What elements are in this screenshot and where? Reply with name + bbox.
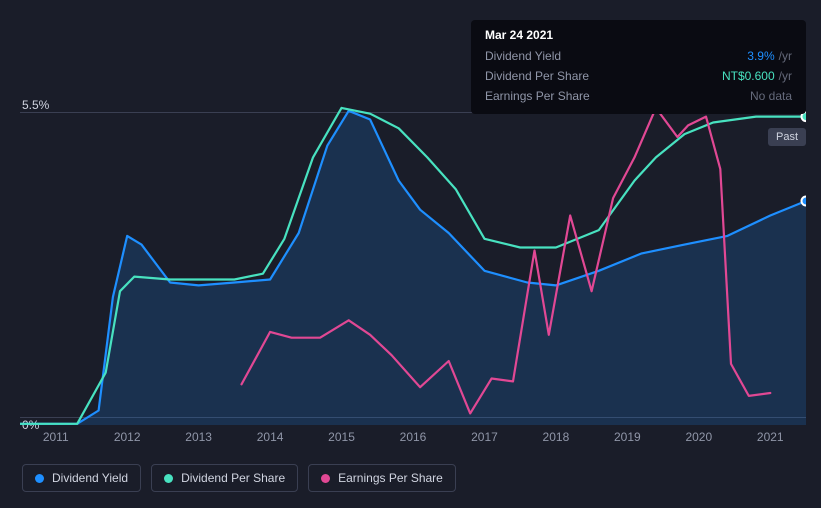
tooltip-row-label: Dividend Per Share bbox=[485, 69, 589, 83]
x-axis-label: 2019 bbox=[614, 430, 641, 444]
legend-item-dividend_yield[interactable]: Dividend Yield bbox=[22, 464, 141, 492]
x-axis-label: 2017 bbox=[471, 430, 498, 444]
x-axis-label: 2021 bbox=[757, 430, 784, 444]
tooltip-row-value: No data bbox=[750, 89, 792, 103]
legend-label: Earnings Per Share bbox=[338, 471, 443, 485]
legend-item-dividend_per_share[interactable]: Dividend Per Share bbox=[151, 464, 298, 492]
tooltip-row: Earnings Per Share No data bbox=[485, 86, 792, 106]
tooltip-row: Dividend Per Share NT$0.600/yr bbox=[485, 66, 792, 86]
x-axis-label: 2016 bbox=[400, 430, 427, 444]
x-axis-label: 2012 bbox=[114, 430, 141, 444]
legend-label: Dividend Per Share bbox=[181, 471, 285, 485]
dividend-chart: Mar 24 2021 Dividend Yield3.9%/yrDividen… bbox=[0, 0, 821, 508]
legend-item-earnings_per_share[interactable]: Earnings Per Share bbox=[308, 464, 456, 492]
legend-dot-icon bbox=[321, 474, 330, 483]
tooltip-panel: Mar 24 2021 Dividend Yield3.9%/yrDividen… bbox=[471, 20, 806, 114]
plot-area[interactable] bbox=[20, 105, 806, 425]
x-axis-label: 2014 bbox=[257, 430, 284, 444]
x-axis-label: 2015 bbox=[328, 430, 355, 444]
legend: Dividend Yield Dividend Per Share Earnings… bbox=[22, 464, 456, 492]
legend-dot-icon bbox=[164, 474, 173, 483]
legend-label: Dividend Yield bbox=[52, 471, 128, 485]
tooltip-date: Mar 24 2021 bbox=[485, 28, 792, 46]
x-axis-label: 2011 bbox=[43, 430, 69, 444]
x-axis-label: 2013 bbox=[185, 430, 212, 444]
tooltip-row: Dividend Yield 3.9%/yr bbox=[485, 46, 792, 66]
x-axis-label: 2020 bbox=[685, 430, 712, 444]
tooltip-row-label: Earnings Per Share bbox=[485, 89, 590, 103]
tooltip-row-label: Dividend Yield bbox=[485, 49, 561, 63]
x-axis-label: 2018 bbox=[543, 430, 570, 444]
legend-dot-icon bbox=[35, 474, 44, 483]
tooltip-row-value: NT$0.600/yr bbox=[722, 69, 792, 83]
tooltip-row-value: 3.9%/yr bbox=[747, 49, 792, 63]
end-marker-dividend_yield bbox=[802, 197, 807, 206]
